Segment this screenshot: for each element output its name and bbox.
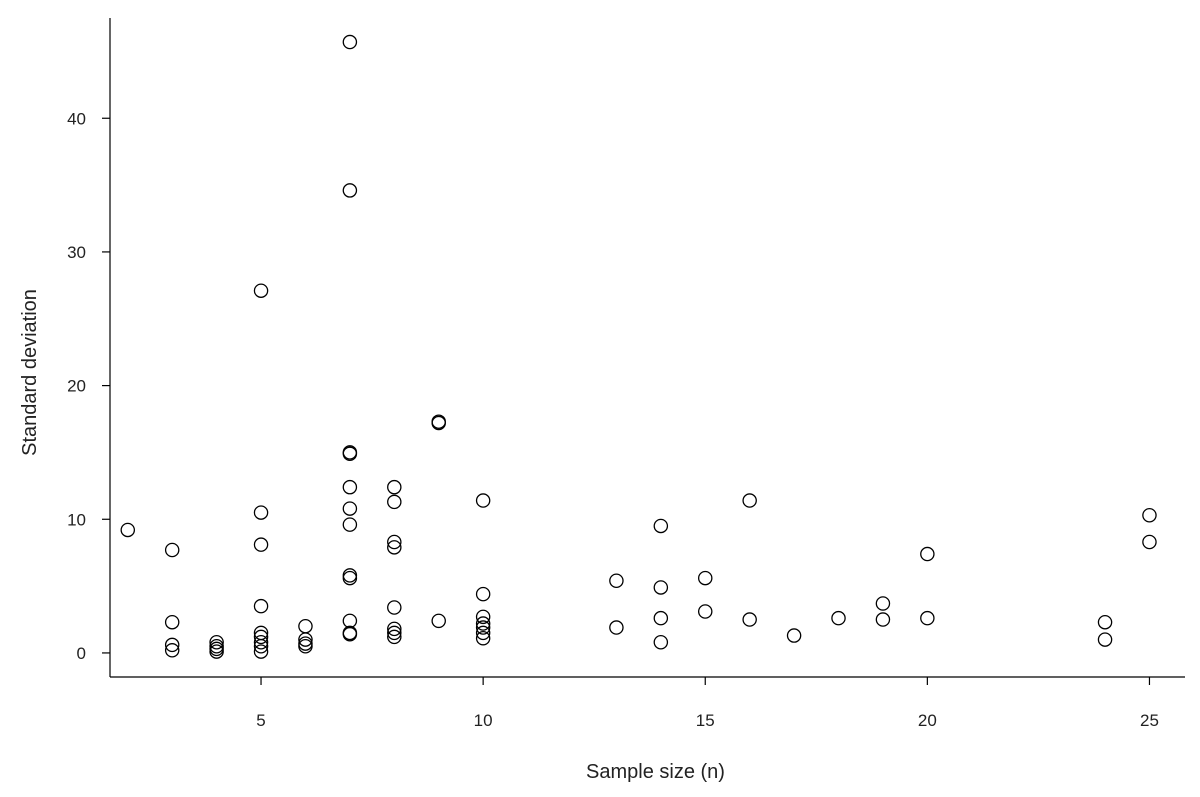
data-point xyxy=(342,613,358,629)
y-tick-label: 40 xyxy=(67,109,86,128)
data-point xyxy=(431,415,446,431)
y-tick-label: 0 xyxy=(77,644,86,663)
data-point xyxy=(164,637,180,653)
data-point xyxy=(387,479,402,495)
data-point xyxy=(164,643,180,658)
data-point xyxy=(342,501,358,516)
data-point xyxy=(475,616,491,631)
data-point xyxy=(209,644,224,659)
data-point xyxy=(920,610,935,626)
data-point xyxy=(387,625,402,641)
data-point xyxy=(253,629,269,645)
data-point xyxy=(609,573,624,589)
data-point xyxy=(475,625,491,641)
data-point xyxy=(653,518,669,534)
data-point xyxy=(342,568,358,583)
data-point xyxy=(298,632,313,647)
data-point xyxy=(475,620,491,635)
data-point xyxy=(831,610,846,626)
data-point xyxy=(1142,534,1157,550)
data-point xyxy=(653,610,669,626)
data-point xyxy=(342,570,358,586)
data-point xyxy=(253,283,269,298)
data-point xyxy=(475,586,491,602)
data-point xyxy=(475,609,491,625)
data-point xyxy=(1142,508,1157,523)
data-point xyxy=(342,183,358,198)
data-point xyxy=(1097,614,1113,630)
data-point xyxy=(253,505,269,520)
x-tick-label: 5 xyxy=(256,711,265,730)
data-point xyxy=(342,626,358,642)
data-point xyxy=(387,540,402,555)
data-point xyxy=(120,522,136,538)
data-point xyxy=(342,517,358,532)
data-point xyxy=(742,493,757,508)
y-axis-label: Standard deviation xyxy=(19,289,41,456)
data-point xyxy=(164,542,180,558)
data-point xyxy=(298,618,313,634)
data-point xyxy=(253,639,269,654)
x-tick-label: 10 xyxy=(474,711,493,730)
data-point xyxy=(875,612,891,627)
x-tick-label: 15 xyxy=(696,711,715,730)
x-tick-label: 20 xyxy=(918,711,937,730)
data-point xyxy=(609,620,624,635)
data-point xyxy=(253,537,269,552)
data-point xyxy=(431,613,446,629)
data-point xyxy=(387,494,402,510)
data-point xyxy=(387,621,402,637)
data-point xyxy=(697,570,713,586)
data-point xyxy=(209,634,224,650)
x-tick-label: 25 xyxy=(1140,711,1159,730)
data-point xyxy=(342,479,358,495)
y-tick-label: 20 xyxy=(67,377,86,396)
data-point xyxy=(475,493,491,508)
data-point xyxy=(697,604,713,619)
x-axis-ticks: 5 10 15 20 25 xyxy=(256,677,1159,730)
plot-area xyxy=(109,18,1185,678)
x-axis-label: Sample size (n) xyxy=(586,761,725,783)
data-points xyxy=(120,34,1157,659)
data-point xyxy=(653,580,669,595)
data-point xyxy=(253,634,269,650)
data-point xyxy=(920,546,935,562)
data-point xyxy=(742,612,757,627)
y-tick-label: 30 xyxy=(67,243,86,262)
data-point xyxy=(253,644,269,659)
data-point xyxy=(342,446,358,462)
data-point xyxy=(298,639,313,654)
data-point xyxy=(387,600,402,615)
data-point xyxy=(653,634,669,650)
data-point xyxy=(875,596,891,611)
y-axis-ticks: 0 10 20 30 40 xyxy=(67,109,110,663)
y-tick-label: 10 xyxy=(67,510,86,529)
data-point xyxy=(1097,632,1113,647)
data-point xyxy=(387,629,402,645)
data-point xyxy=(253,598,269,614)
data-point xyxy=(786,628,802,643)
data-point xyxy=(342,34,358,50)
data-point xyxy=(475,630,491,646)
data-point xyxy=(387,534,402,550)
data-point xyxy=(164,614,180,630)
